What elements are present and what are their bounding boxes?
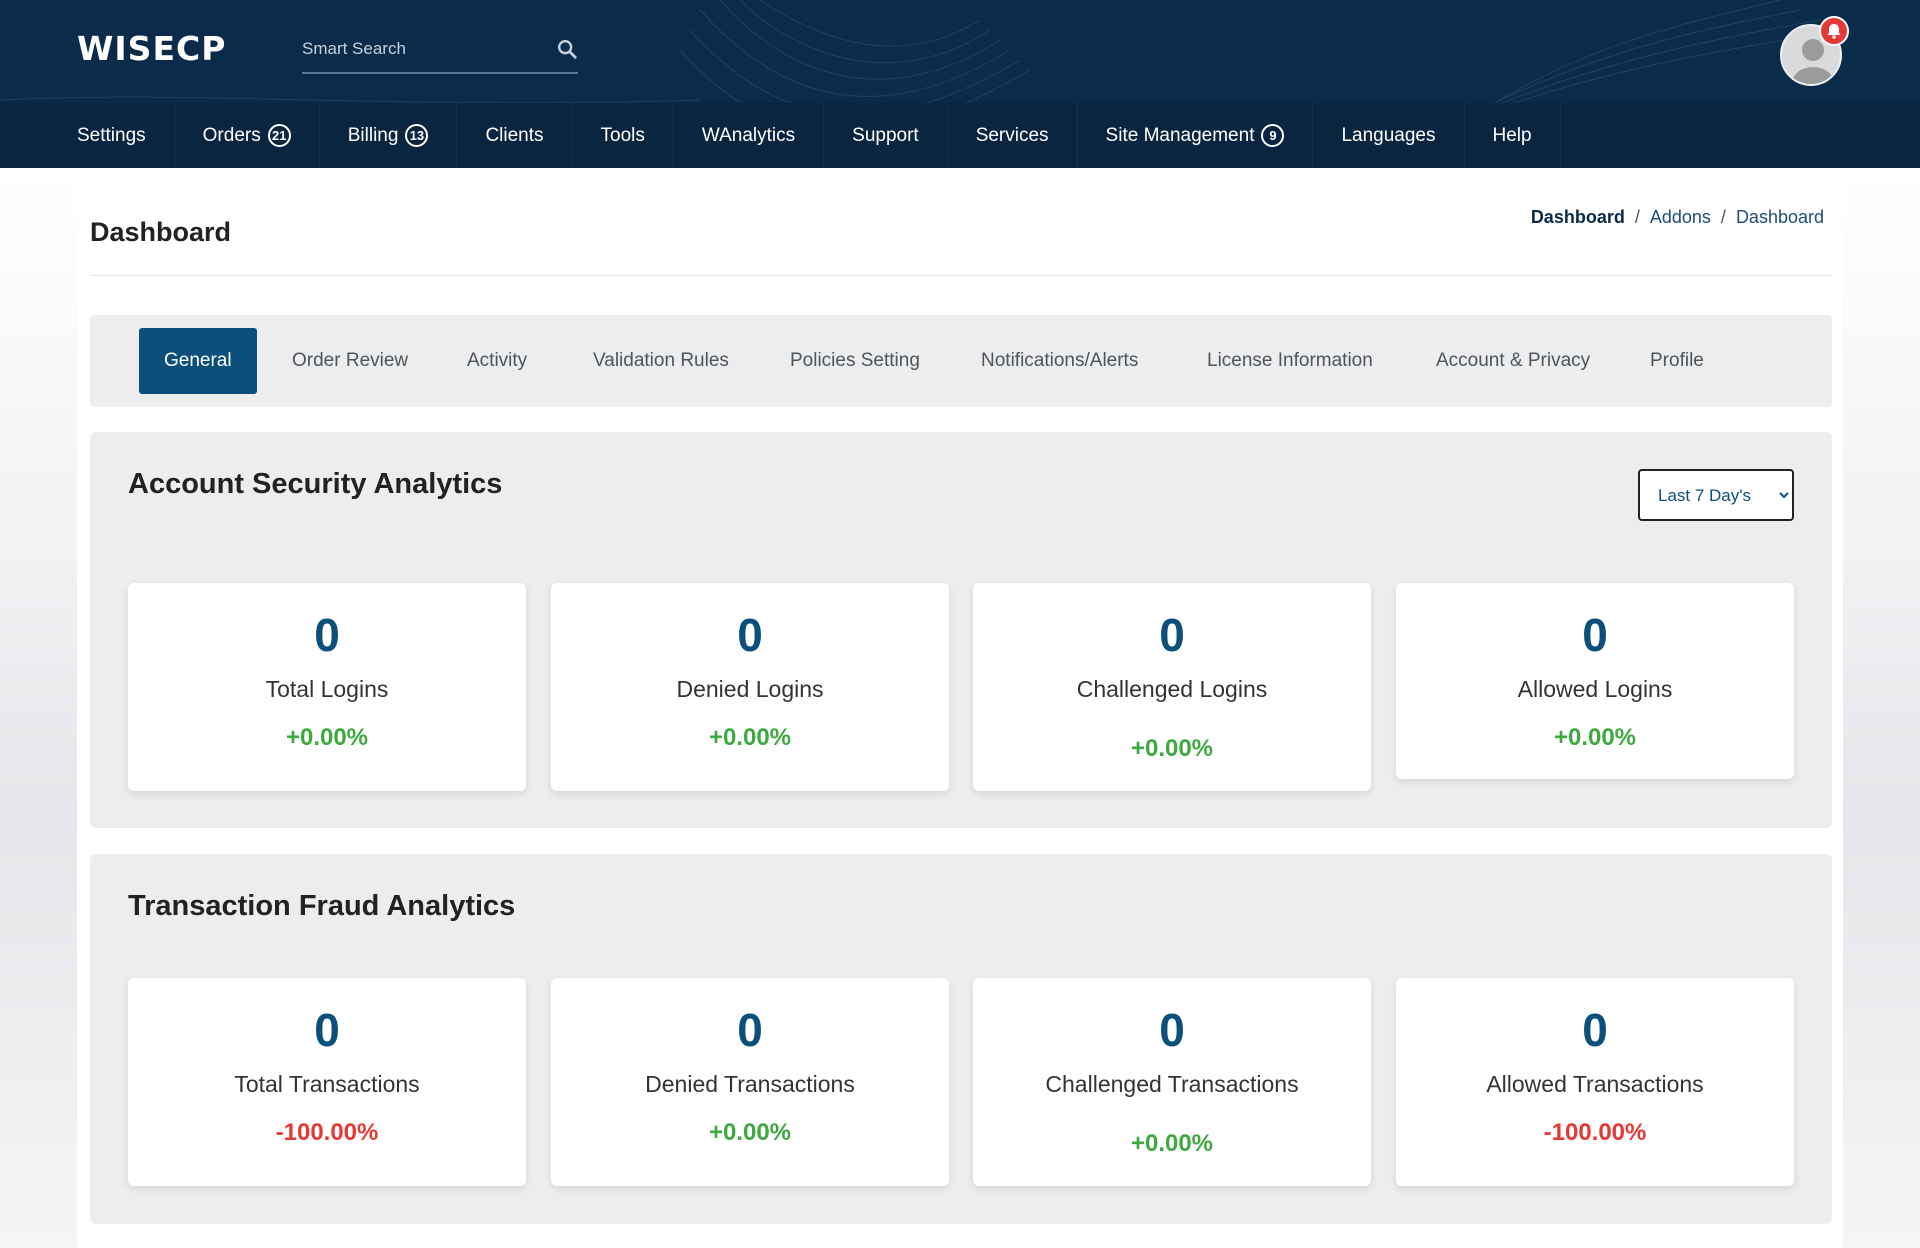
stat-value: 0 (1159, 1004, 1185, 1056)
stat-card-challenged-transactions: 0 Challenged Transactions +0.00% (973, 978, 1371, 1186)
stat-label: Allowed Transactions (1486, 1071, 1704, 1097)
stat-label: Allowed Logins (1517, 676, 1673, 702)
tab-policies-setting[interactable]: Policies Setting (790, 350, 920, 371)
nav-item-billing[interactable]: Billing 13 (320, 103, 458, 168)
stat-change: +0.00% (285, 724, 369, 751)
stat-change: +0.00% (1553, 724, 1637, 751)
nav-item-languages[interactable]: Languages (1313, 103, 1465, 168)
top-header: WISECP (0, 0, 1920, 103)
stat-change: +0.00% (708, 724, 792, 751)
tab-notifications-alerts[interactable]: Notifications/Alerts (981, 350, 1139, 371)
nav-item-label: Billing (347, 124, 399, 146)
tab-account-privacy[interactable]: Account & Privacy (1436, 350, 1591, 371)
notification-badge[interactable] (1819, 16, 1849, 46)
stat-label: Challenged Transactions (1045, 1071, 1299, 1097)
stat-change: +0.00% (1130, 1130, 1214, 1157)
stat-card-challenged-logins: 0 Challenged Logins +0.00% (973, 583, 1371, 791)
user-silhouette-icon (1793, 39, 1833, 84)
nav-item-label: Services (975, 124, 1049, 146)
nav-item-help[interactable]: Help (1465, 103, 1561, 168)
tab-activity[interactable]: Activity (467, 350, 528, 371)
tab-general[interactable]: General (139, 328, 257, 394)
stat-card-denied-transactions: 0 Denied Transactions +0.00% (551, 978, 949, 1186)
stat-card-allowed-logins: 0 Allowed Logins +0.00% (1396, 583, 1794, 779)
main-nav: Settings Orders 21 Billing 13 Clients Tools WAn… (0, 103, 1920, 168)
search-icon[interactable] (556, 38, 578, 60)
nav-item-label: Help (1492, 124, 1532, 146)
stat-change: -100.00% (1543, 1119, 1647, 1146)
section-title: Transaction Fraud Analytics (128, 890, 516, 922)
transaction-fraud-section: Transaction Fraud Analytics 0 Total Tran… (90, 854, 1832, 1224)
section-title: Account Security Analytics (128, 468, 503, 500)
nav-item-orders[interactable]: Orders 21 (175, 103, 320, 168)
stat-value: 0 (314, 609, 340, 661)
stat-change: +0.00% (708, 1119, 792, 1146)
stat-change: -100.00% (275, 1119, 379, 1146)
stat-change: +0.00% (1130, 735, 1214, 762)
nav-item-clients[interactable]: Clients (457, 103, 573, 168)
stat-value: 0 (737, 1004, 763, 1056)
nav-item-label: Tools (600, 124, 645, 146)
page-title: Dashboard (90, 217, 232, 247)
stat-label: Total Logins (265, 676, 389, 702)
date-range-select[interactable]: Last 7 Day's (1638, 469, 1794, 521)
nav-item-label: Support (852, 124, 919, 146)
stat-value: 0 (1582, 609, 1608, 661)
nav-item-label: Orders (202, 124, 261, 146)
nav-item-settings[interactable]: Settings (49, 103, 175, 168)
stat-value: 0 (314, 1004, 340, 1056)
title-divider (90, 275, 1832, 276)
breadcrumb: Dashboard / Addons / Dashboard (1531, 207, 1824, 228)
stat-label: Challenged Logins (1076, 676, 1268, 702)
nav-item-support[interactable]: Support (824, 103, 948, 168)
stat-value: 0 (1582, 1004, 1608, 1056)
account-security-section: Account Security Analytics Last 7 Day's … (90, 432, 1832, 828)
nav-item-tools[interactable]: Tools (573, 103, 674, 168)
breadcrumb-item-addons[interactable]: Addons (1649, 207, 1711, 227)
breadcrumb-separator: / (1720, 207, 1726, 227)
nav-item-label: Languages (1341, 124, 1436, 146)
nav-count-badge: 13 (405, 124, 429, 147)
wisecp-logo[interactable]: WISECP (77, 29, 227, 68)
nav-item-label: WAnalytics (701, 124, 796, 146)
breadcrumb-item-current[interactable]: Dashboard (1735, 207, 1824, 227)
breadcrumb-item-dashboard[interactable]: Dashboard (1530, 207, 1625, 227)
stat-value: 0 (737, 609, 763, 661)
bell-icon (1827, 24, 1841, 39)
stat-label: Denied Transactions (645, 1071, 855, 1097)
nav-item-services[interactable]: Services (948, 103, 1078, 168)
stat-card-denied-logins: 0 Denied Logins +0.00% (551, 583, 949, 791)
nav-item-label: Settings (77, 124, 146, 146)
nav-item-label: Clients (485, 124, 544, 146)
nav-item-site-management[interactable]: Site Management 9 (1078, 103, 1314, 168)
stat-card-total-transactions: 0 Total Transactions -100.00% (128, 978, 526, 1186)
tab-license-information[interactable]: License Information (1207, 350, 1373, 371)
stat-label: Denied Logins (676, 676, 824, 702)
nav-item-label: Site Management (1105, 124, 1255, 146)
tab-bar: General Order Review Activity Validation… (90, 315, 1832, 407)
stat-card-total-logins: 0 Total Logins +0.00% (128, 583, 526, 791)
tab-order-review[interactable]: Order Review (292, 350, 409, 371)
breadcrumb-separator: / (1634, 207, 1640, 227)
stat-label: Total Transactions (234, 1071, 420, 1097)
tab-profile[interactable]: Profile (1650, 350, 1704, 371)
search-input[interactable] (302, 36, 542, 62)
tab-validation-rules[interactable]: Validation Rules (593, 350, 729, 371)
nav-count-badge: 9 (1261, 124, 1285, 147)
header-wave-decoration (0, 0, 1851, 103)
stat-card-allowed-transactions: 0 Allowed Transactions -100.00% (1396, 978, 1794, 1186)
smart-search (302, 30, 578, 74)
user-avatar[interactable] (1780, 24, 1842, 86)
stat-value: 0 (1159, 609, 1185, 661)
nav-item-wanalytics[interactable]: WAnalytics (674, 103, 825, 168)
nav-count-badge: 21 (267, 124, 291, 147)
